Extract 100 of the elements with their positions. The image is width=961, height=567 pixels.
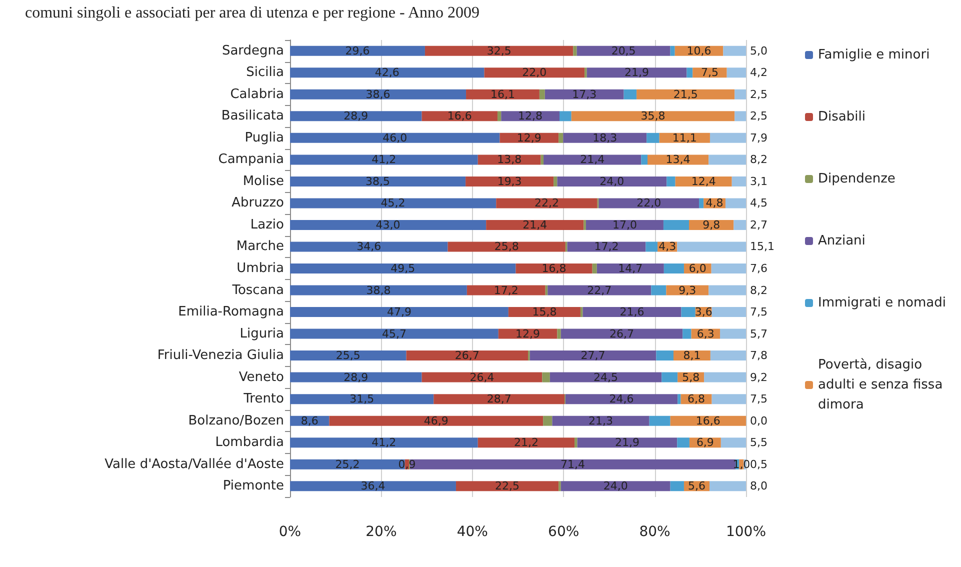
bar: [290, 132, 500, 143]
y-tick-label: Toscana: [231, 282, 284, 298]
x-tick-label: 20%: [366, 524, 397, 540]
data-label: 71,4: [560, 458, 585, 471]
data-label: 35,8: [640, 110, 666, 123]
data-label: 5,0: [750, 44, 768, 58]
data-label: 18,3: [592, 131, 618, 144]
bar: [554, 176, 558, 186]
data-label: 29,6: [345, 44, 370, 58]
data-label: 2,5: [750, 88, 768, 101]
bar: [677, 242, 746, 252]
bar: [486, 220, 584, 230]
data-label: 38,6: [366, 88, 390, 101]
x-tick-label: 100%: [726, 524, 766, 540]
bar: [734, 220, 746, 230]
data-label: 7,9: [750, 131, 768, 144]
legend-label: Immigrati e nomadi: [818, 296, 946, 310]
bar: [550, 372, 662, 382]
data-label: 6,3: [696, 327, 714, 340]
y-tick-label: Calabria: [230, 86, 284, 102]
data-label: 12,4: [691, 174, 716, 188]
bar: [496, 198, 598, 208]
bar: [290, 350, 406, 361]
data-label: 27,7: [580, 349, 606, 362]
y-tick-label: Veneto: [238, 370, 284, 385]
data-label: 47,9: [386, 306, 412, 319]
bar: [530, 350, 656, 361]
bar: [710, 132, 746, 143]
bar: [544, 154, 642, 165]
data-label: 46,0: [382, 131, 408, 144]
data-label: 17,3: [572, 88, 597, 101]
data-label: 5,5: [750, 436, 768, 450]
data-label: 43,0: [376, 218, 400, 232]
data-label: 4,2: [750, 66, 768, 80]
legend-label: Povertà, disagio adulti e senza fissa dimora: [818, 358, 947, 412]
legend-label: Famiglie e minori: [818, 48, 930, 62]
bar: [636, 89, 735, 100]
bar: [708, 285, 746, 296]
y-tick-label: Umbria: [236, 261, 284, 276]
bar: [704, 372, 746, 382]
data-label: 32,5: [486, 44, 512, 58]
bar: [710, 350, 746, 361]
data-label: 17,2: [594, 240, 619, 254]
bar: [544, 89, 624, 100]
data-label: 16,6: [696, 414, 720, 428]
data-label: 42,6: [374, 66, 400, 80]
bar: [656, 350, 674, 361]
bar: [732, 176, 746, 186]
bar: [592, 264, 597, 274]
bar: [598, 198, 700, 208]
data-label: 5,6: [688, 480, 706, 493]
bar: [290, 154, 478, 165]
y-tick-label: Bolzano/Bozen: [188, 413, 284, 428]
y-tick-label: Sardegna: [222, 43, 284, 58]
bar: [571, 111, 735, 122]
data-label: 7,5: [750, 392, 768, 406]
bar: [558, 132, 564, 143]
data-label: 16,8: [542, 262, 566, 275]
bar: [670, 481, 684, 492]
bar: [699, 198, 704, 208]
data-label: 9,2: [750, 370, 768, 384]
data-label: 12,8: [518, 110, 543, 123]
bar: [720, 328, 746, 339]
data-label: 26,4: [470, 370, 494, 384]
x-tick-label: 80%: [639, 524, 670, 540]
legend-label: Anziani: [818, 234, 866, 248]
data-label: 45,2: [380, 196, 406, 210]
bar: [466, 89, 540, 100]
bar: [712, 307, 746, 318]
bar: [290, 481, 456, 492]
data-label: 8,1: [683, 349, 701, 362]
bar: [290, 220, 486, 230]
bar: [663, 220, 689, 230]
data-label: 2,7: [750, 218, 768, 232]
y-tick-label: Emilia-Romagna: [178, 304, 284, 320]
bar: [662, 372, 678, 382]
bar: [484, 68, 585, 78]
bar: [734, 89, 746, 100]
data-label: 6,8: [688, 392, 706, 406]
bar: [560, 481, 670, 492]
x-tick-label: 40%: [456, 524, 488, 540]
bar: [290, 198, 496, 208]
data-label: 1,0: [732, 458, 750, 471]
data-label: 46,9: [424, 414, 448, 428]
bar: [734, 111, 746, 122]
bar: [646, 132, 660, 143]
data-label: 24,5: [594, 370, 618, 384]
bar: [681, 307, 696, 318]
data-label: 6,9: [696, 436, 714, 450]
data-label: 17,0: [612, 218, 637, 232]
bar: [478, 438, 575, 448]
data-label: 22,5: [495, 480, 520, 493]
y-tick-label: Friuli-Venezia Giulia: [157, 348, 284, 364]
bar: [710, 481, 746, 492]
chart-title: comuni singoli e associati per area di utenza e per regione - Anno 2009: [25, 4, 480, 22]
bar: [290, 264, 516, 274]
bar: [290, 372, 422, 382]
bar: [557, 176, 667, 186]
data-label: 21,5: [673, 88, 698, 101]
data-label: 6,0: [688, 262, 706, 275]
